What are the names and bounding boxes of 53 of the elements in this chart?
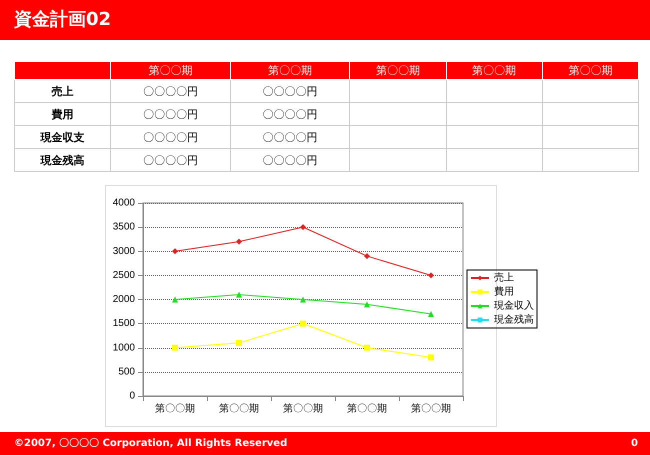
point: [364, 344, 370, 351]
y-tick-label: 0: [129, 390, 136, 402]
category-label: 売上: [52, 84, 74, 98]
y-tick-label: 1000: [112, 342, 136, 354]
text: 〇〇〇〇円: [262, 130, 318, 144]
category-label: 第〇〇期: [542, 62, 638, 80]
legend-label: 売上: [494, 272, 514, 284]
category-label: 費用: [52, 108, 74, 120]
x-tick-label: 第〇〇期: [219, 402, 259, 414]
x-tick-label: 第〇〇期: [155, 402, 195, 414]
y-tick-label: 4000: [112, 198, 136, 208]
point: [236, 238, 242, 245]
y-tick-label: 3000: [112, 246, 136, 257]
point: [300, 296, 306, 302]
category-label: 第〇〇期: [110, 62, 230, 80]
y-tick-label: 500: [118, 366, 136, 378]
text: 〇〇〇〇円: [262, 84, 318, 98]
text: 〇〇〇〇円: [142, 154, 198, 166]
point: [364, 253, 370, 260]
text: 〇〇〇〇円: [262, 108, 318, 120]
point: [236, 292, 242, 298]
x-tick-label: 第〇〇期: [283, 402, 323, 414]
category-label: 現金収支: [40, 130, 85, 144]
point: [300, 320, 306, 327]
text: 〇〇〇〇円: [142, 84, 198, 98]
legend-label: 費用: [494, 286, 514, 298]
point: [172, 344, 178, 351]
point: [428, 272, 434, 278]
point: [428, 310, 434, 317]
legend-label: 現金残高: [494, 314, 534, 326]
category-label: 第〇〇期: [230, 62, 350, 80]
point: [428, 354, 434, 360]
category-label: 現金残高: [40, 154, 85, 166]
x-tick-label: 第〇〇期: [411, 402, 451, 414]
y-tick-label: 3500: [112, 222, 136, 233]
y-tick-label: 2000: [112, 294, 136, 305]
point: [300, 224, 306, 230]
point: [172, 248, 178, 254]
text: ©2007, 〇〇〇〇 Corporation, All Rights Reserved: [14, 437, 288, 451]
point: [172, 296, 178, 302]
text: 〇〇〇〇円: [262, 154, 318, 166]
category-label: 第〇〇期: [350, 62, 446, 80]
category-label: 第〇〇期: [446, 62, 542, 80]
y-tick-label: 2500: [112, 270, 136, 281]
x-tick-label: 第〇〇期: [347, 402, 387, 414]
text: 資金計画02: [14, 9, 112, 30]
point: [364, 301, 370, 308]
y-tick-label: 1500: [112, 318, 136, 330]
point: [236, 340, 242, 346]
text: 〇〇〇〇円: [142, 130, 198, 144]
text: 〇〇〇〇円: [142, 108, 198, 120]
legend-label: 現金収入: [494, 300, 534, 312]
text: 0: [631, 437, 638, 451]
